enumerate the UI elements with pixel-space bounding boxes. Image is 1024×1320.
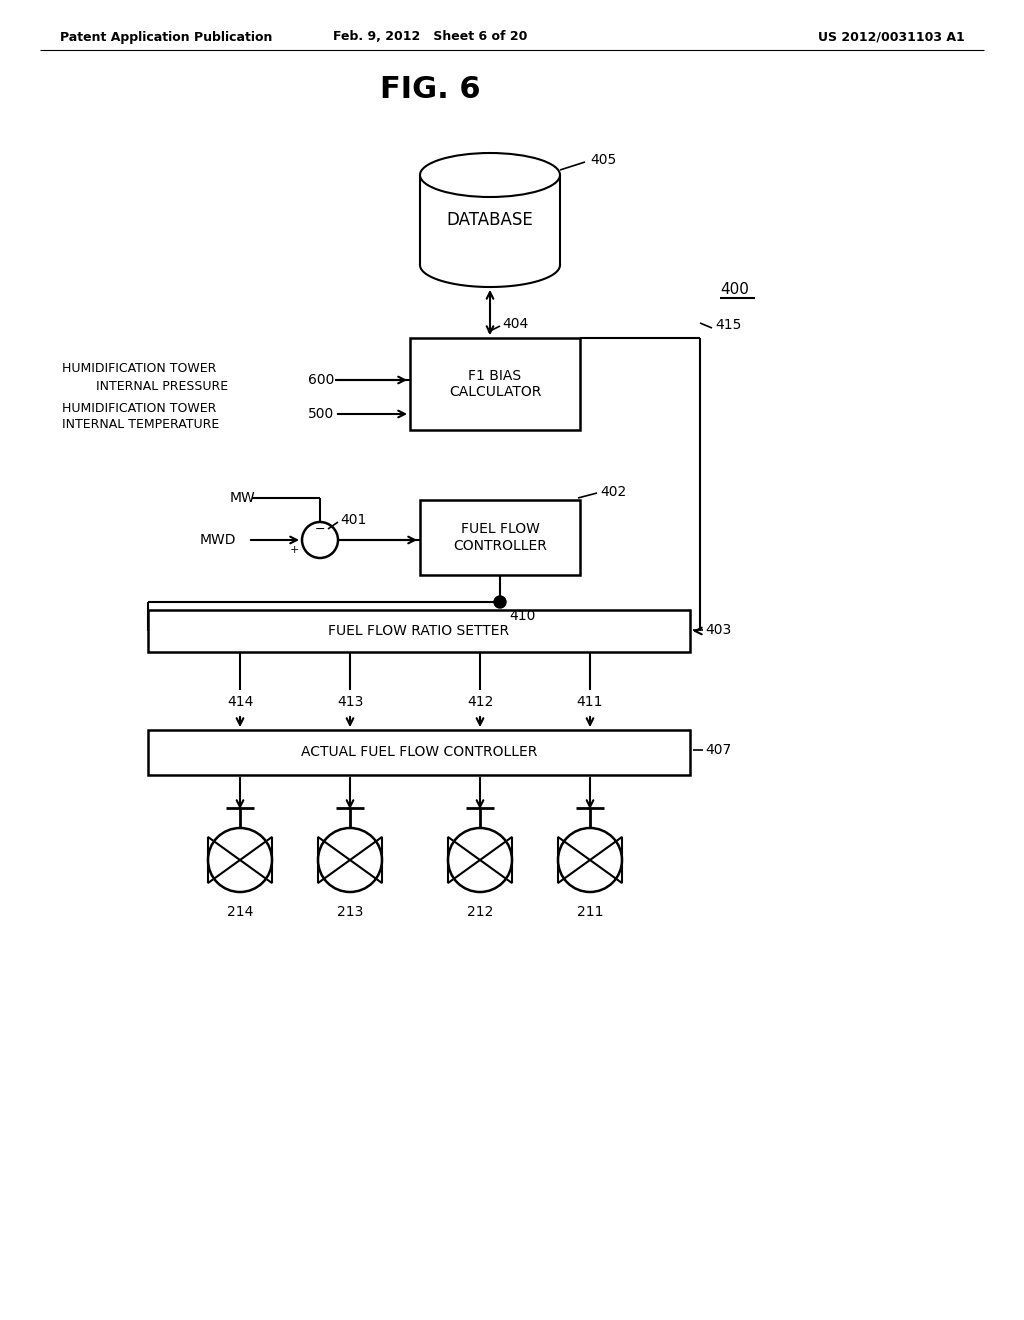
Text: 404: 404 <box>502 317 528 331</box>
Text: 402: 402 <box>600 484 627 499</box>
Text: Feb. 9, 2012   Sheet 6 of 20: Feb. 9, 2012 Sheet 6 of 20 <box>333 30 527 44</box>
Text: Patent Application Publication: Patent Application Publication <box>60 30 272 44</box>
Text: 211: 211 <box>577 906 603 919</box>
Text: INTERNAL TEMPERATURE: INTERNAL TEMPERATURE <box>62 417 219 430</box>
Text: FIG. 6: FIG. 6 <box>380 75 480 104</box>
Circle shape <box>494 597 506 609</box>
Text: 400: 400 <box>720 282 749 297</box>
Text: DATABASE: DATABASE <box>446 211 534 228</box>
Text: 412: 412 <box>467 696 494 709</box>
Text: 403: 403 <box>705 623 731 638</box>
Text: 415: 415 <box>715 318 741 333</box>
Text: −: − <box>314 523 326 536</box>
Bar <box>148 730 690 775</box>
Text: 500: 500 <box>308 407 334 421</box>
Text: 411: 411 <box>577 696 603 709</box>
Text: 414: 414 <box>226 696 253 709</box>
Text: FUEL FLOW
CONTROLLER: FUEL FLOW CONTROLLER <box>453 523 547 553</box>
Text: ACTUAL FUEL FLOW CONTROLLER: ACTUAL FUEL FLOW CONTROLLER <box>301 746 538 759</box>
Text: +: + <box>290 545 299 554</box>
Text: MWD: MWD <box>200 533 237 546</box>
Text: US 2012/0031103 A1: US 2012/0031103 A1 <box>818 30 965 44</box>
Text: 410: 410 <box>509 609 536 623</box>
Text: 413: 413 <box>337 696 364 709</box>
Text: 405: 405 <box>590 153 616 168</box>
Text: 600: 600 <box>308 374 335 387</box>
Text: INTERNAL PRESSURE: INTERNAL PRESSURE <box>80 380 228 392</box>
Text: HUMIDIFICATION TOWER: HUMIDIFICATION TOWER <box>62 401 216 414</box>
Text: 214: 214 <box>226 906 253 919</box>
Text: F1 BIAS
CALCULATOR: F1 BIAS CALCULATOR <box>449 368 542 399</box>
Text: 213: 213 <box>337 906 364 919</box>
Text: FUEL FLOW RATIO SETTER: FUEL FLOW RATIO SETTER <box>329 624 510 638</box>
Ellipse shape <box>420 153 560 197</box>
Bar <box>410 338 580 430</box>
Text: 407: 407 <box>705 743 731 756</box>
Bar <box>148 610 690 652</box>
Text: MW: MW <box>230 491 256 506</box>
Text: 212: 212 <box>467 906 494 919</box>
Text: HUMIDIFICATION TOWER: HUMIDIFICATION TOWER <box>62 362 216 375</box>
Bar <box>420 500 580 576</box>
Text: 401: 401 <box>340 513 367 527</box>
